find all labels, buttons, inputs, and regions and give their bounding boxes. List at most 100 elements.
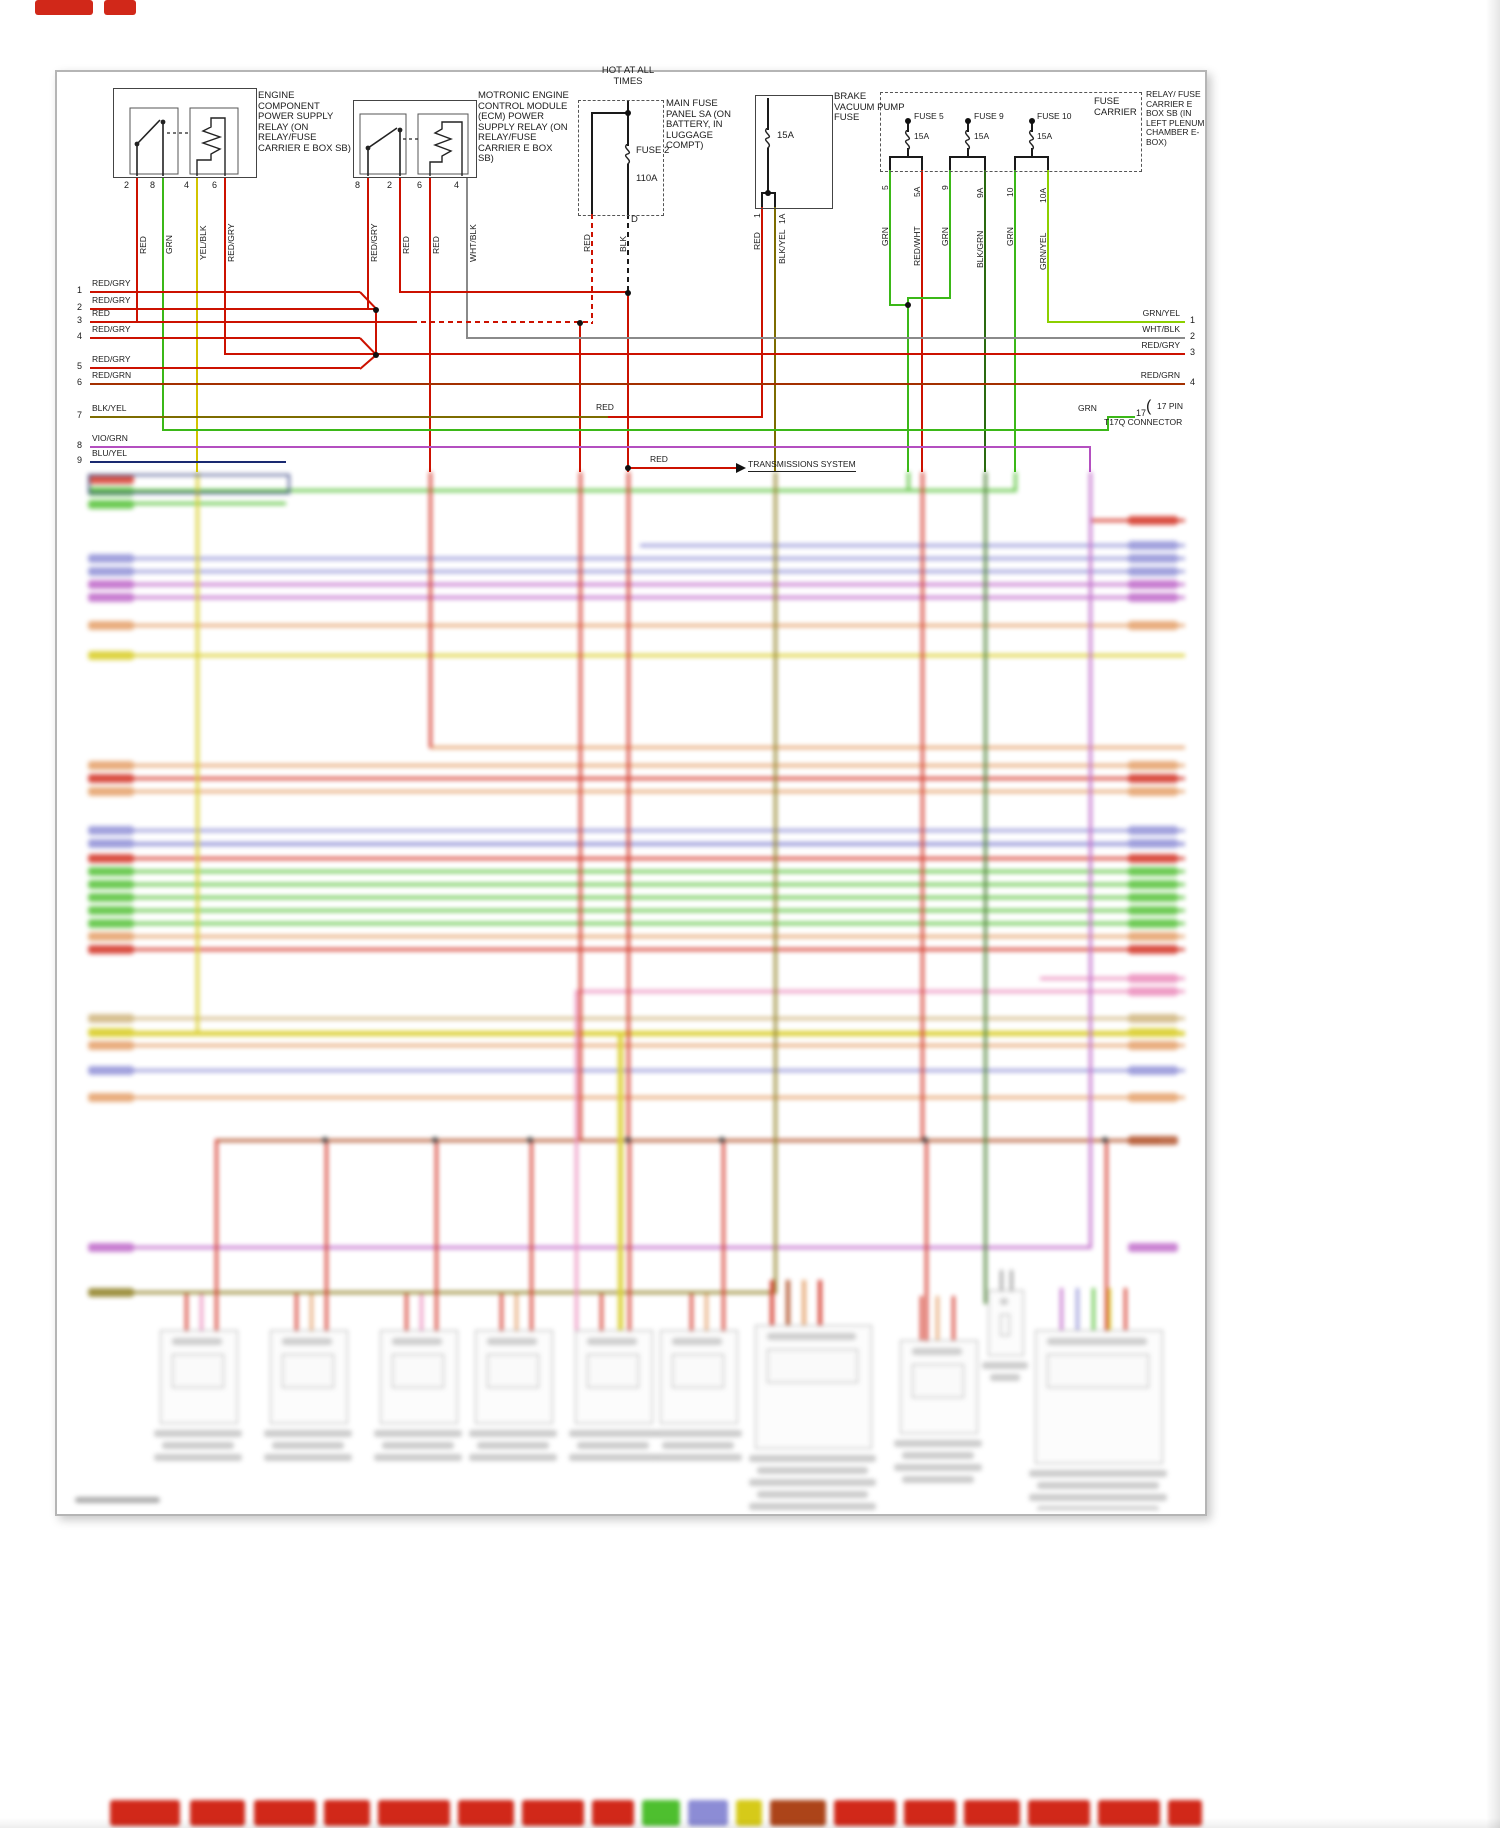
blurred-label bbox=[1128, 826, 1178, 835]
left-row-label: RED/GRY bbox=[92, 354, 131, 364]
wire bbox=[761, 192, 763, 207]
wire bbox=[375, 309, 377, 356]
blurred-label bbox=[88, 787, 134, 796]
left-row-number: 8 bbox=[76, 440, 82, 450]
wire bbox=[949, 156, 986, 158]
pin-number: 2 bbox=[387, 180, 393, 190]
terminal-d-label: D bbox=[631, 214, 638, 225]
wire bbox=[429, 472, 432, 748]
blurred-connector-outline bbox=[88, 474, 290, 494]
component-text-blob bbox=[1000, 1298, 1008, 1305]
wire bbox=[90, 446, 1091, 448]
wire bbox=[627, 292, 629, 472]
component-caption-blob bbox=[469, 1430, 557, 1437]
wire bbox=[1092, 1288, 1095, 1330]
wire bbox=[889, 304, 909, 306]
wire bbox=[430, 746, 1185, 749]
blurred-label bbox=[1128, 919, 1178, 928]
component-caption-blob bbox=[577, 1442, 649, 1449]
wire bbox=[90, 383, 1185, 385]
wire bbox=[412, 321, 593, 323]
component-caption-blob bbox=[757, 1467, 868, 1474]
pin-number: 4 bbox=[454, 180, 460, 190]
wire bbox=[405, 1294, 408, 1332]
component-caption-blob bbox=[654, 1454, 742, 1461]
component-caption-blob bbox=[1029, 1470, 1167, 1477]
wire bbox=[1124, 1288, 1127, 1330]
blurred-label bbox=[88, 1288, 134, 1297]
wire bbox=[90, 570, 1185, 573]
wire-color-label: RED/GRY bbox=[369, 223, 379, 262]
wire bbox=[90, 1031, 1185, 1036]
wire bbox=[196, 472, 199, 1034]
pin-number: 9A bbox=[975, 187, 985, 198]
left-row-number: 5 bbox=[76, 361, 82, 371]
wire bbox=[1047, 156, 1049, 170]
wire-color-label: GRN/YEL bbox=[1038, 232, 1048, 270]
brake-fuse-label: BRAKE VACUUM PUMP FUSE bbox=[834, 91, 905, 123]
pin-number: 10A bbox=[1038, 187, 1048, 203]
component-box bbox=[380, 1330, 458, 1424]
ecm-relay-box bbox=[353, 100, 477, 178]
wire bbox=[90, 654, 1185, 657]
red-strip bbox=[35, 0, 93, 15]
blurred-label bbox=[88, 761, 134, 770]
junction-dot bbox=[1102, 1137, 1108, 1143]
component-text-blob bbox=[392, 1338, 442, 1345]
wire bbox=[90, 935, 1185, 938]
component-caption-blob bbox=[382, 1442, 454, 1449]
blurred-label bbox=[88, 475, 134, 484]
component-text-blob bbox=[672, 1338, 722, 1345]
fuse2-label: FUSE 2 bbox=[636, 145, 670, 156]
component-text-blob bbox=[912, 1348, 962, 1355]
left-row-number: 6 bbox=[76, 377, 82, 387]
component-caption-blob bbox=[1037, 1482, 1159, 1489]
connector-t17q-label: T17Q CONNECTOR bbox=[1104, 417, 1183, 427]
component-caption-blob bbox=[154, 1430, 242, 1437]
fuse-symbol bbox=[964, 130, 971, 150]
wire bbox=[399, 178, 401, 293]
blurred-label bbox=[88, 1093, 134, 1102]
blurred-label bbox=[1128, 987, 1178, 996]
component-caption-blob bbox=[982, 1362, 1028, 1369]
wire bbox=[628, 467, 738, 469]
wire bbox=[224, 178, 226, 355]
blurred-label bbox=[88, 1243, 134, 1252]
blurred-label bbox=[88, 826, 134, 835]
fuse-symbol bbox=[1028, 130, 1035, 150]
wire bbox=[185, 1294, 188, 1332]
wire bbox=[90, 857, 1185, 860]
component-inner-box bbox=[282, 1354, 334, 1388]
left-row-label: RED/GRY bbox=[92, 324, 131, 334]
wire bbox=[984, 472, 987, 1304]
wire bbox=[936, 1296, 939, 1340]
pin-number: 8 bbox=[355, 180, 361, 190]
wire bbox=[162, 429, 1109, 431]
fuse5-label: FUSE 5 bbox=[914, 111, 944, 121]
component-inner-box bbox=[767, 1349, 858, 1383]
wire bbox=[500, 1294, 503, 1332]
wire-color-label: GRN bbox=[164, 235, 174, 254]
wire bbox=[925, 1139, 928, 1342]
wire-color-label: GRN bbox=[880, 227, 890, 246]
fuse-symbol bbox=[624, 144, 631, 164]
ecm-relay-symbol bbox=[359, 113, 469, 176]
wire bbox=[967, 122, 969, 132]
junction-dot bbox=[719, 1137, 725, 1143]
component-inner-box bbox=[392, 1354, 444, 1388]
left-row-label: BLU/YEL bbox=[92, 448, 127, 458]
pin-number: 6 bbox=[417, 180, 423, 190]
wire-color-label: GRN bbox=[1005, 227, 1015, 246]
page-edge-shadow bbox=[0, 1818, 1500, 1828]
grn-wire-label: GRN bbox=[1078, 403, 1097, 413]
component-text-blob bbox=[1047, 1338, 1147, 1345]
component-caption-blob bbox=[749, 1479, 876, 1486]
junction-dot bbox=[527, 1137, 533, 1143]
wire bbox=[400, 291, 629, 293]
wire bbox=[575, 990, 578, 1332]
component-inner-box bbox=[587, 1354, 639, 1388]
fuse-symbol bbox=[904, 130, 911, 150]
component-caption-blob bbox=[654, 1430, 742, 1437]
pin-number: 8 bbox=[150, 180, 156, 190]
wire bbox=[90, 461, 286, 463]
